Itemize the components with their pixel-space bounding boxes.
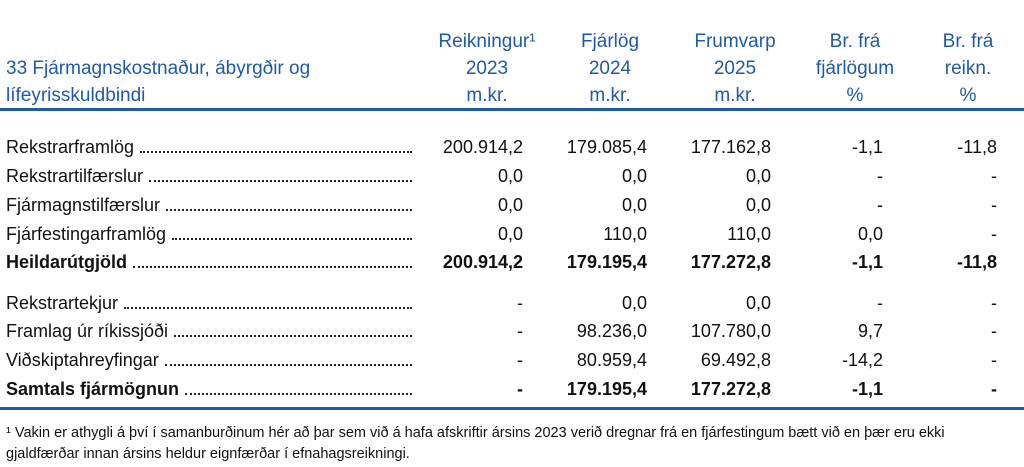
row-label: Framlag úr ríkissjóði — [6, 318, 416, 344]
cell: 179.195,4 — [566, 252, 647, 272]
cell: -11,8 — [957, 137, 997, 157]
header-line: m.kr. — [466, 85, 508, 106]
cell: 98.236,0 — [576, 321, 647, 341]
cell: -1,1 — [851, 252, 883, 272]
row-label: Fjárfestingarframlög — [6, 221, 416, 247]
label-text: Framlag úr ríkissjóði — [6, 321, 169, 341]
cell: - — [517, 379, 523, 399]
cell: 0,0 — [497, 195, 523, 215]
cell: 200.914,2 — [442, 137, 523, 157]
dot-leader — [166, 209, 412, 211]
dot-leader — [164, 364, 412, 366]
row-label: Samtals fjármögnun — [6, 376, 416, 402]
row-label: Fjármagnstilfærslur — [6, 192, 416, 218]
column-header: Frumvarp 2025 m.kr. — [670, 28, 800, 109]
header-line: Fjárlög — [580, 31, 640, 52]
header-line: Br. frá — [942, 31, 994, 52]
cell: - — [991, 379, 997, 399]
cell: 177.272,8 — [690, 252, 771, 272]
row-label: Rekstrartekjur — [6, 290, 416, 316]
header-line: Reikningur¹ — [438, 31, 536, 52]
label-text: Fjárfestingarframlög — [6, 224, 167, 244]
row-label: Viðskiptahreyfingar — [6, 347, 416, 373]
header-line: % — [959, 85, 977, 106]
column-header: Br. frá fjárlögum% — [790, 28, 920, 109]
label-text: Samtals fjármögnun — [6, 379, 180, 399]
cell: - — [517, 321, 523, 341]
dot-leader — [172, 238, 412, 240]
cell: - — [991, 224, 997, 244]
header-line: reikn. — [944, 58, 992, 79]
cell: 179.195,4 — [566, 379, 647, 399]
cell: - — [877, 195, 883, 215]
column-header: Reikningur¹ 2023 m.kr. — [422, 28, 552, 109]
header-rule — [0, 108, 1024, 111]
header-line: m.kr. — [589, 85, 631, 106]
cell: 179.085,4 — [566, 137, 647, 157]
footnote: ¹ Vakin er athygli á því í samanburðinum… — [6, 425, 945, 462]
cell: 9,7 — [857, 321, 883, 341]
label-text: Fjármagnstilfærslur — [6, 195, 161, 215]
dot-leader — [185, 393, 412, 395]
dot-leader — [133, 266, 412, 268]
row-label: Rekstrartilfærslur — [6, 163, 416, 189]
cell: 69.492,8 — [700, 350, 771, 370]
cell: - — [991, 195, 997, 215]
cell: 107.780,0 — [690, 321, 771, 341]
row-label: Rekstrarframlög — [6, 134, 416, 160]
cell: -1,1 — [851, 137, 883, 157]
table-title: 33 Fjármagnskostnaður, ábyrgðir og lífey… — [6, 58, 311, 106]
cell: - — [991, 350, 997, 370]
header-line: % — [846, 85, 864, 106]
dot-leader — [124, 307, 412, 309]
header-line: 2025 — [713, 58, 757, 79]
cell: -11,8 — [956, 252, 997, 272]
cell: - — [877, 293, 883, 313]
cell: - — [991, 293, 997, 313]
cell: 177.162,8 — [690, 137, 771, 157]
cell: - — [877, 166, 883, 186]
label-text: Rekstrartilfærslur — [6, 166, 144, 186]
column-header: Br. frá reikn.% — [903, 28, 1024, 109]
cell: 200.914,2 — [442, 252, 523, 272]
column-header: Fjárlög 2024 m.kr. — [545, 28, 675, 109]
cell: 80.959,4 — [576, 350, 647, 370]
header-line: 2023 — [465, 58, 509, 79]
bottom-rule — [0, 407, 1024, 410]
dot-leader — [140, 151, 412, 153]
dot-leader — [149, 180, 412, 182]
cell: 177.272,8 — [690, 379, 771, 399]
header-line: fjárlögum — [815, 58, 895, 79]
cell: 0,0 — [745, 166, 771, 186]
cell: - — [517, 350, 523, 370]
header-line: Frumvarp — [694, 31, 776, 52]
cell: 0,0 — [857, 224, 883, 244]
cell: 110,0 — [603, 224, 647, 244]
cell: - — [991, 166, 997, 186]
cell: 0,0 — [621, 293, 647, 313]
label-text: Rekstrarframlög — [6, 137, 135, 157]
dot-leader — [174, 335, 412, 337]
cell: -1,1 — [851, 379, 883, 399]
cell: - — [517, 293, 523, 313]
cell: 0,0 — [497, 166, 523, 186]
cell: 0,0 — [745, 195, 771, 215]
row-label: Heildarútgjöld — [6, 249, 416, 275]
label-text: Viðskiptahreyfingar — [6, 350, 159, 370]
cell: 0,0 — [621, 166, 647, 186]
label-text: Heildarútgjöld — [6, 252, 127, 272]
header-line: 2024 — [588, 58, 632, 79]
cell: 0,0 — [621, 195, 647, 215]
cell: -14,2 — [841, 350, 883, 370]
label-text: Rekstrartekjur — [6, 293, 119, 313]
header-line: Br. frá — [829, 31, 881, 52]
header-line: m.kr. — [714, 85, 756, 106]
cell: 0,0 — [497, 224, 523, 244]
cell: 0,0 — [745, 293, 771, 313]
cell: - — [991, 321, 997, 341]
cell: 110,0 — [727, 224, 771, 244]
